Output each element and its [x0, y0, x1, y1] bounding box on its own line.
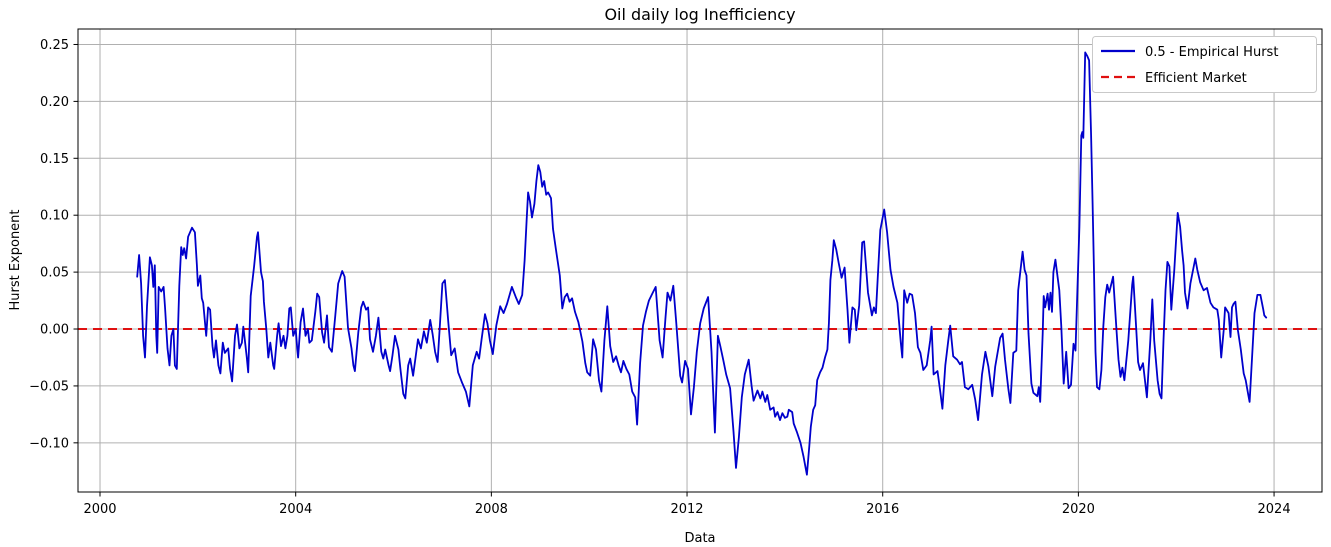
hurst-line — [136, 51, 1268, 476]
y-tick-label: −0.10 — [29, 436, 69, 451]
x-tick-label: 2020 — [1062, 502, 1095, 517]
y-tick-label: −0.05 — [29, 379, 69, 394]
y-tick-label: 0.10 — [40, 209, 69, 224]
y-tick-label: 0.05 — [40, 266, 69, 281]
y-tick-label: 0.25 — [40, 38, 69, 53]
y-tick-label: 0.20 — [40, 95, 69, 110]
x-tick-label: 2016 — [866, 502, 899, 517]
legend-label-efficient-market: Efficient Market — [1145, 71, 1247, 86]
x-tick-label: 2000 — [83, 502, 116, 517]
legend-box — [1092, 36, 1317, 93]
x-tick-label: 2024 — [1258, 502, 1291, 517]
chart-title: Oil daily log Inefficiency — [604, 5, 795, 24]
plot-area: 2000 2004 2008 2012 2016 2020 2024 0.25 0.20 0.15… — [29, 29, 1322, 517]
x-tick-label: 2008 — [475, 502, 508, 517]
y-axis-label: Hurst Exponent — [8, 209, 23, 310]
y-tick-label: 0.00 — [40, 323, 69, 338]
legend: 0.5 - Empirical Hurst Efficient Market — [1092, 36, 1317, 93]
legend-label-hurst: 0.5 - Empirical Hurst — [1145, 45, 1278, 60]
x-tick-label: 2004 — [279, 502, 312, 517]
y-tick-label: 0.15 — [40, 152, 69, 167]
x-tick-label: 2012 — [670, 502, 703, 517]
axes-spines — [77, 28, 1323, 493]
x-axis-label: Data — [684, 531, 715, 546]
